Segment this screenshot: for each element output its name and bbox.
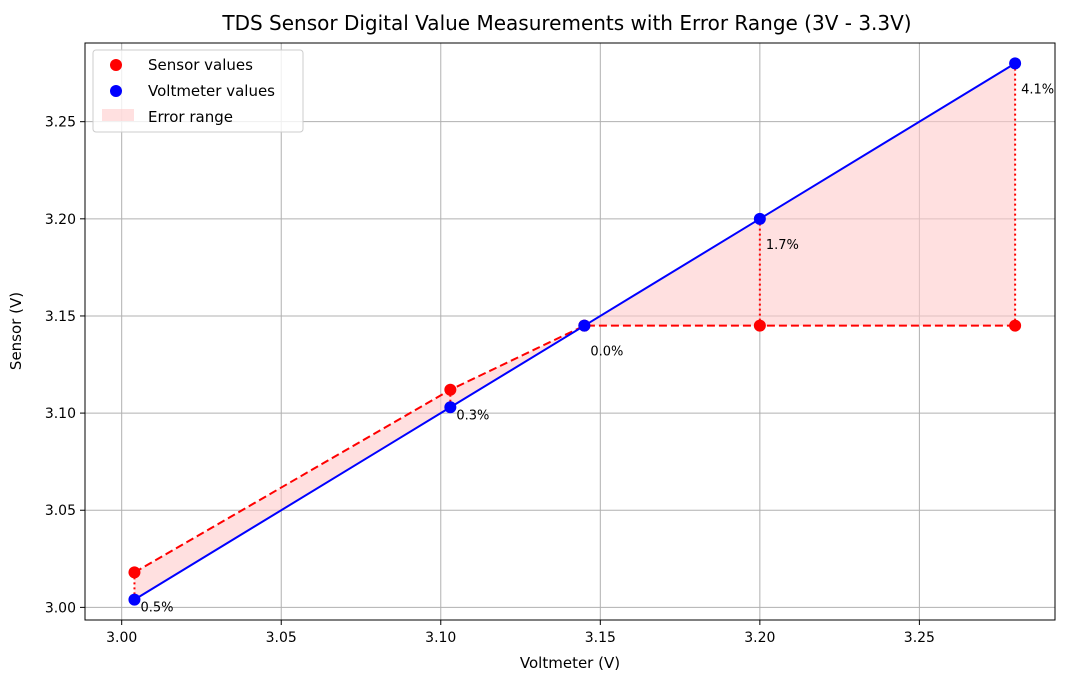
error-percent-label: 0.5% bbox=[140, 601, 173, 616]
data-points bbox=[128, 57, 1022, 606]
voltmeter-point bbox=[128, 593, 141, 606]
annotations: 0.5% 0.3% 0.0% 1.7% 4.1% bbox=[140, 82, 1054, 615]
x-tick-label: 3.15 bbox=[585, 630, 616, 646]
legend-marker-voltmeter bbox=[110, 85, 122, 97]
legend-label-sensor: Sensor values bbox=[148, 56, 253, 74]
plot-frame bbox=[84, 42, 1056, 621]
legend-label-voltmeter: Voltmeter values bbox=[148, 82, 275, 100]
sensor-point bbox=[1009, 319, 1022, 332]
error-percent-label: 1.7% bbox=[766, 238, 799, 253]
x-tick-label: 3.20 bbox=[744, 630, 775, 646]
sensor-point bbox=[444, 383, 457, 396]
y-tick-label: 3.15 bbox=[45, 309, 76, 325]
y-tick-label: 3.25 bbox=[45, 115, 76, 131]
x-tick-label: 3.25 bbox=[904, 630, 935, 646]
y-axis-ticks: 3.00 3.05 3.10 3.15 3.20 3.25 bbox=[45, 115, 85, 616]
sensor-point bbox=[753, 319, 766, 332]
y-tick-label: 3.00 bbox=[45, 600, 76, 616]
sensor-point bbox=[128, 566, 141, 579]
legend-swatch-error-range bbox=[102, 109, 134, 121]
legend-label-error-range: Error range bbox=[148, 108, 233, 126]
y-axis-label: Sensor (V) bbox=[7, 292, 25, 370]
voltmeter-point bbox=[578, 319, 591, 332]
legend: Sensor values Voltmeter values Error ran… bbox=[92, 49, 304, 133]
legend-box bbox=[92, 49, 304, 133]
legend-marker-sensor bbox=[110, 59, 122, 71]
x-tick-label: 3.10 bbox=[425, 630, 456, 646]
error-percent-label: 4.1% bbox=[1021, 82, 1054, 97]
error-lines bbox=[133, 63, 1017, 600]
error-percent-label: 0.0% bbox=[590, 345, 623, 360]
voltmeter-point bbox=[1009, 57, 1022, 70]
x-tick-label: 3.05 bbox=[266, 630, 297, 646]
y-tick-label: 3.05 bbox=[45, 503, 76, 519]
error-percent-label: 0.3% bbox=[456, 408, 489, 423]
x-axis-label: Voltmeter (V) bbox=[520, 654, 620, 672]
voltmeter-point bbox=[444, 401, 457, 414]
x-axis-ticks: 3.00 3.05 3.10 3.15 3.20 3.25 bbox=[106, 620, 935, 646]
sensor-line bbox=[133, 324, 1016, 574]
chart-title: TDS Sensor Digital Value Measurements wi… bbox=[221, 11, 911, 35]
y-tick-label: 3.10 bbox=[45, 406, 76, 422]
voltmeter-point bbox=[753, 212, 766, 225]
x-tick-label: 3.00 bbox=[106, 630, 137, 646]
y-tick-label: 3.20 bbox=[45, 212, 76, 228]
